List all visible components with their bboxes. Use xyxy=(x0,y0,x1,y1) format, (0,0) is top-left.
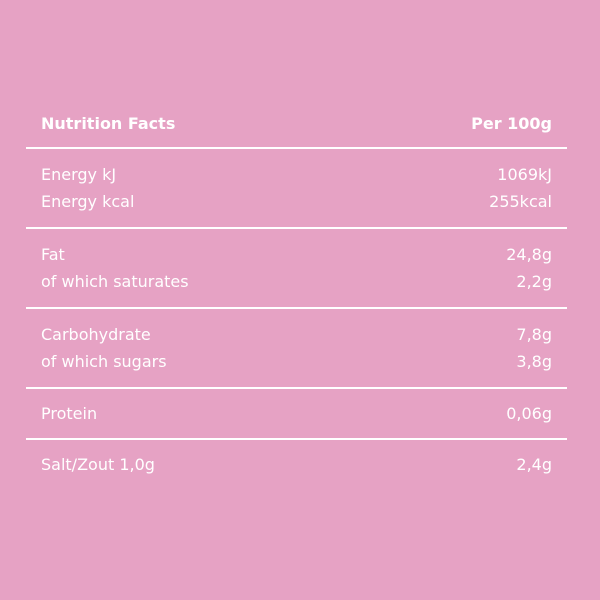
table-row: of which sugars 3,8g xyxy=(41,348,552,375)
table-row: Carbohydrate 7,8g xyxy=(41,321,552,348)
divider xyxy=(26,438,567,440)
table-row: of which saturates 2,2g xyxy=(41,268,552,295)
table-row: Energy kcal 255kcal xyxy=(41,188,552,215)
row-label: of which sugars xyxy=(41,352,167,371)
row-label: Carbohydrate xyxy=(41,325,151,344)
row-value: 2,4g xyxy=(516,455,552,474)
row-label: Fat xyxy=(41,245,65,264)
divider xyxy=(26,387,567,389)
row-label: Energy kcal xyxy=(41,192,135,211)
row-value: 24,8g xyxy=(506,245,552,264)
table-row: Protein 0,06g xyxy=(41,400,552,427)
table-row: Salt/Zout 1,0g 2,4g xyxy=(41,451,552,478)
table-row: Energy kJ 1069kJ xyxy=(41,161,552,188)
nutrition-header: Nutrition Facts Per 100g xyxy=(26,110,567,136)
divider xyxy=(26,147,567,149)
row-value: 7,8g xyxy=(516,325,552,344)
row-value: 255kcal xyxy=(489,192,552,211)
carbohydrate-group: Carbohydrate 7,8g of which sugars 3,8g xyxy=(26,309,567,387)
row-label: Protein xyxy=(41,404,98,423)
row-label: Salt/Zout 1,0g xyxy=(41,455,155,474)
divider xyxy=(26,307,567,309)
row-value: 1069kJ xyxy=(497,165,552,184)
protein-group: Protein 0,06g xyxy=(26,389,567,438)
fat-group: Fat 24,8g of which saturates 2,2g xyxy=(26,229,567,307)
energy-group: Energy kJ 1069kJ Energy kcal 255kcal xyxy=(26,149,567,227)
salt-group: Salt/Zout 1,0g 2,4g xyxy=(26,440,567,489)
row-label: Energy kJ xyxy=(41,165,117,184)
nutrition-title: Nutrition Facts xyxy=(41,113,176,133)
row-value: 2,2g xyxy=(516,272,552,291)
nutrition-table: Nutrition Facts Per 100g Energy kJ 1069k… xyxy=(26,110,567,489)
per-100g-label: Per 100g xyxy=(471,113,552,133)
row-value: 0,06g xyxy=(506,404,552,423)
row-label: of which saturates xyxy=(41,272,189,291)
row-value: 3,8g xyxy=(516,352,552,371)
divider xyxy=(26,227,567,229)
table-row: Fat 24,8g xyxy=(41,241,552,268)
